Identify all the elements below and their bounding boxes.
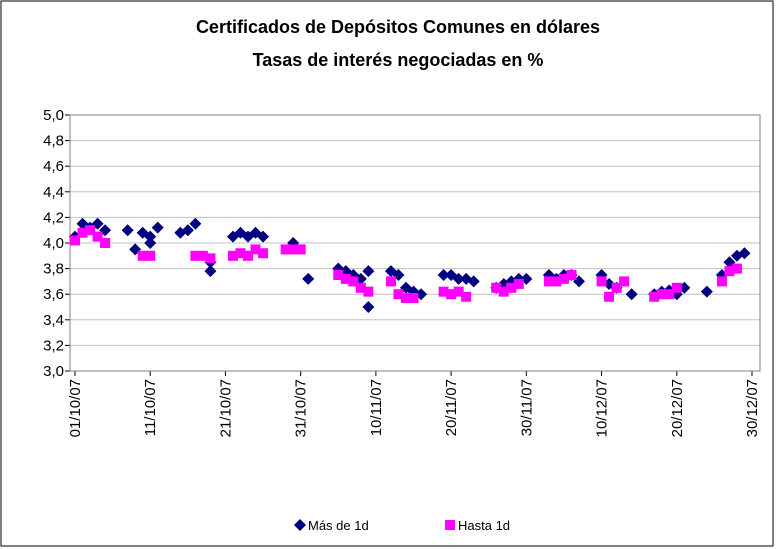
x-tick-label: 21/10/07 — [217, 379, 234, 437]
point — [145, 250, 156, 261]
legend-label: Hasta 1d — [458, 518, 510, 533]
point — [85, 225, 96, 236]
x-tick-label: 20/11/07 — [443, 379, 460, 436]
point — [385, 276, 396, 287]
x-tick-label: 10/12/07 — [594, 379, 611, 437]
point — [611, 282, 622, 293]
point — [227, 250, 238, 261]
point — [121, 224, 134, 237]
y-tick-label: 3,6 — [43, 286, 64, 303]
point — [205, 253, 216, 264]
point — [77, 227, 88, 238]
point — [189, 217, 202, 230]
point — [400, 293, 411, 304]
point — [625, 288, 638, 301]
point — [257, 230, 270, 243]
legend-marker — [445, 520, 455, 530]
x-tick-label: 11/10/07 — [142, 379, 159, 436]
point — [731, 263, 742, 274]
point — [92, 231, 103, 242]
point — [596, 276, 607, 287]
point — [362, 265, 375, 278]
point — [295, 244, 306, 255]
x-tick-label: 10/11/07 — [368, 379, 385, 436]
point — [558, 273, 569, 284]
point — [362, 301, 375, 313]
point — [340, 273, 351, 284]
point — [700, 285, 713, 298]
point — [70, 235, 80, 246]
y-tick-label: 3,4 — [43, 312, 64, 329]
point — [551, 276, 562, 287]
point — [664, 289, 675, 300]
point — [355, 282, 366, 293]
point — [453, 286, 464, 297]
point — [302, 272, 315, 285]
point — [190, 250, 201, 261]
point — [258, 248, 269, 259]
point — [100, 238, 111, 248]
point — [604, 291, 615, 302]
point — [619, 276, 630, 287]
point — [243, 250, 254, 261]
point — [348, 276, 359, 287]
point — [151, 221, 164, 234]
point — [181, 224, 194, 237]
point — [724, 266, 735, 277]
x-tick-label: 30/11/07 — [518, 379, 535, 436]
point — [716, 276, 727, 287]
point — [446, 289, 457, 300]
point — [363, 286, 374, 297]
y-tick-label: 3,2 — [43, 337, 64, 354]
x-tick-label: 01/10/07 — [67, 379, 84, 437]
point — [437, 269, 450, 281]
point — [461, 291, 472, 302]
point — [467, 275, 480, 288]
point — [491, 282, 502, 293]
point — [543, 276, 554, 287]
point — [393, 289, 404, 300]
point — [656, 289, 667, 300]
point — [566, 270, 577, 280]
y-tick-label: 4,8 — [43, 133, 64, 150]
y-tick-label: 3,0 — [43, 363, 64, 380]
point — [506, 282, 517, 293]
point — [408, 293, 419, 304]
y-tick-label: 4,0 — [43, 235, 64, 252]
point — [671, 282, 682, 293]
point — [738, 247, 751, 260]
point — [280, 244, 291, 255]
point — [137, 250, 148, 261]
point — [144, 237, 157, 249]
y-tick-label: 5,0 — [43, 107, 64, 124]
y-tick-label: 4,2 — [43, 209, 64, 226]
y-tick-label: 4,4 — [43, 184, 64, 201]
point — [197, 250, 208, 261]
point — [144, 230, 157, 243]
point — [649, 291, 660, 302]
chart-title: Certificados de Depósitos Comunes en dól… — [196, 17, 600, 37]
point — [438, 286, 449, 297]
x-tick-label: 20/12/07 — [669, 379, 686, 437]
y-tick-label: 4,6 — [43, 158, 64, 175]
y-tick-label: 3,8 — [43, 261, 64, 278]
x-tick-label: 30/12/07 — [744, 379, 761, 437]
chart-subtitle: Tasas de interés negociadas en % — [253, 50, 544, 70]
legend-marker — [294, 519, 306, 531]
point — [204, 265, 217, 278]
point — [235, 248, 246, 259]
point — [452, 272, 465, 285]
legend-label: Más de 1d — [308, 518, 369, 533]
point — [498, 286, 509, 297]
point — [250, 244, 261, 255]
point — [288, 244, 299, 255]
x-tick-label: 31/10/07 — [293, 379, 310, 437]
point — [513, 278, 524, 289]
point — [333, 270, 344, 280]
